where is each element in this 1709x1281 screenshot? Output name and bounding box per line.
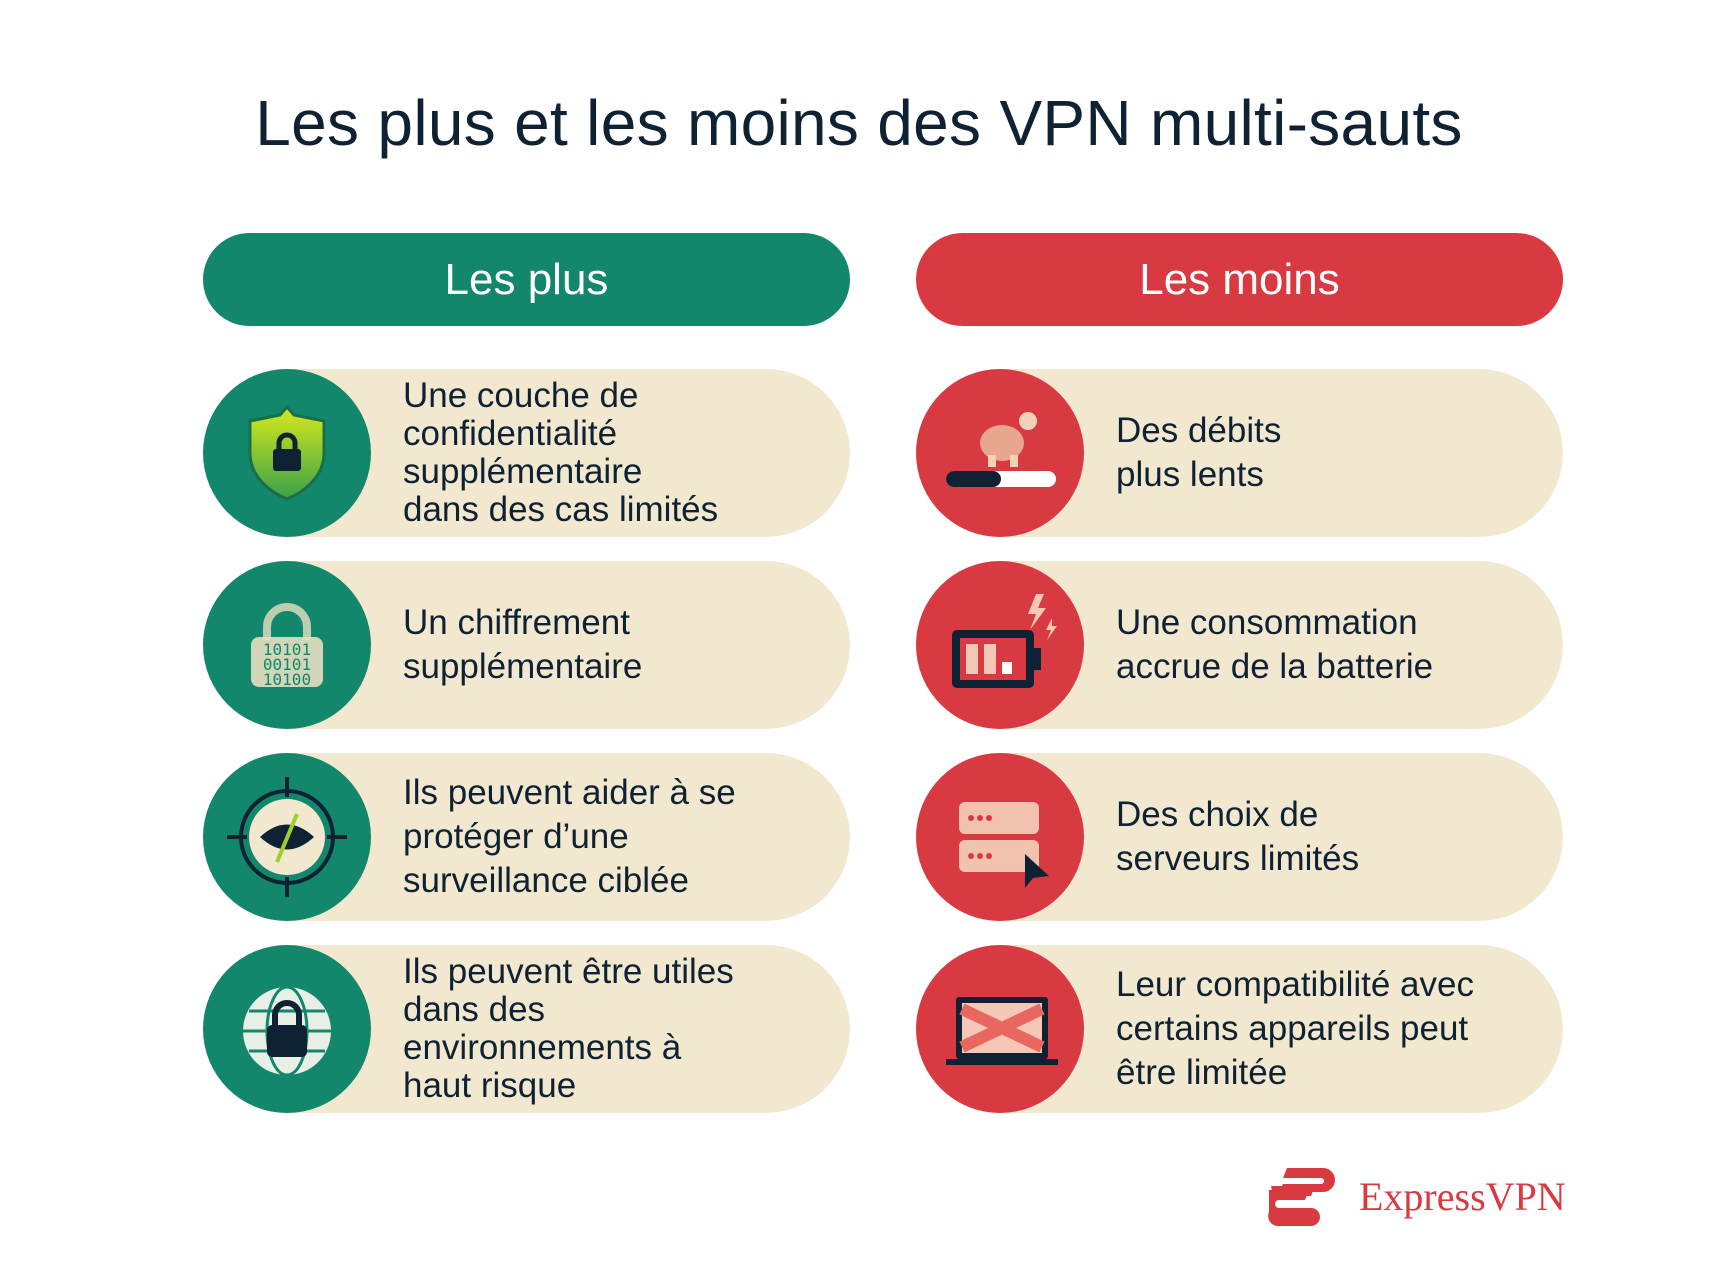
server-cursor-icon [916, 753, 1084, 921]
svg-text:00101: 00101 [263, 655, 311, 674]
crosshair-eye-slash-icon [203, 753, 371, 921]
con-item: Des débits plus lents [916, 369, 1563, 537]
expressvpn-logo-icon [1268, 1168, 1335, 1226]
svg-text:10101: 10101 [263, 640, 311, 659]
pro-item: Une couche de confidentialité supplément… [203, 369, 850, 537]
binary-lock-icon: 10101 00101 10100 [203, 561, 371, 729]
header-les-moins: Les moins [916, 233, 1563, 326]
con-text: Une consommation accrue de la batterie [1116, 603, 1434, 686]
expressvpn-logo-text: ExpressVPN [1359, 1173, 1566, 1219]
pro-text: Une couche de confidentialité supplément… [403, 376, 719, 529]
con-text: Des débits plus lents [1116, 411, 1282, 494]
battery-lightning-icon [916, 561, 1084, 729]
con-item: Une consommation accrue de la batterie [916, 561, 1563, 729]
globe-lock-icon [203, 945, 371, 1113]
con-text: Des choix de serveurs limités [1116, 795, 1360, 878]
con-text: Leur compatibilité avec certains apparei… [1116, 965, 1474, 1092]
pro-item: Ils peuvent être utiles dans des environ… [203, 945, 850, 1113]
pro-item: 10101 00101 10100 Un chiffrement supplémen… [203, 561, 850, 729]
pro-text: Ils peuvent être utiles dans des environ… [403, 952, 734, 1105]
con-item: Des choix de serveurs limités [916, 753, 1563, 921]
expressvpn-logo: ExpressVPN [1265, 1166, 1566, 1226]
header-les-plus: Les plus [203, 233, 850, 326]
pro-item: Ils peuvent aider à se protéger d’une su… [203, 753, 850, 921]
shield-lock-icon [203, 369, 371, 537]
turtle-progress-icon [916, 369, 1084, 537]
con-item: Leur compatibilité avec certains apparei… [916, 945, 1563, 1113]
laptop-blocked-icon [916, 945, 1084, 1113]
page-title: Les plus et les moins des VPN multi-saut… [255, 87, 1463, 159]
pro-text: Un chiffrement supplémentaire [403, 603, 643, 686]
pro-text: Ils peuvent aider à se protéger d’une su… [403, 773, 736, 900]
svg-text:10100: 10100 [263, 670, 311, 689]
